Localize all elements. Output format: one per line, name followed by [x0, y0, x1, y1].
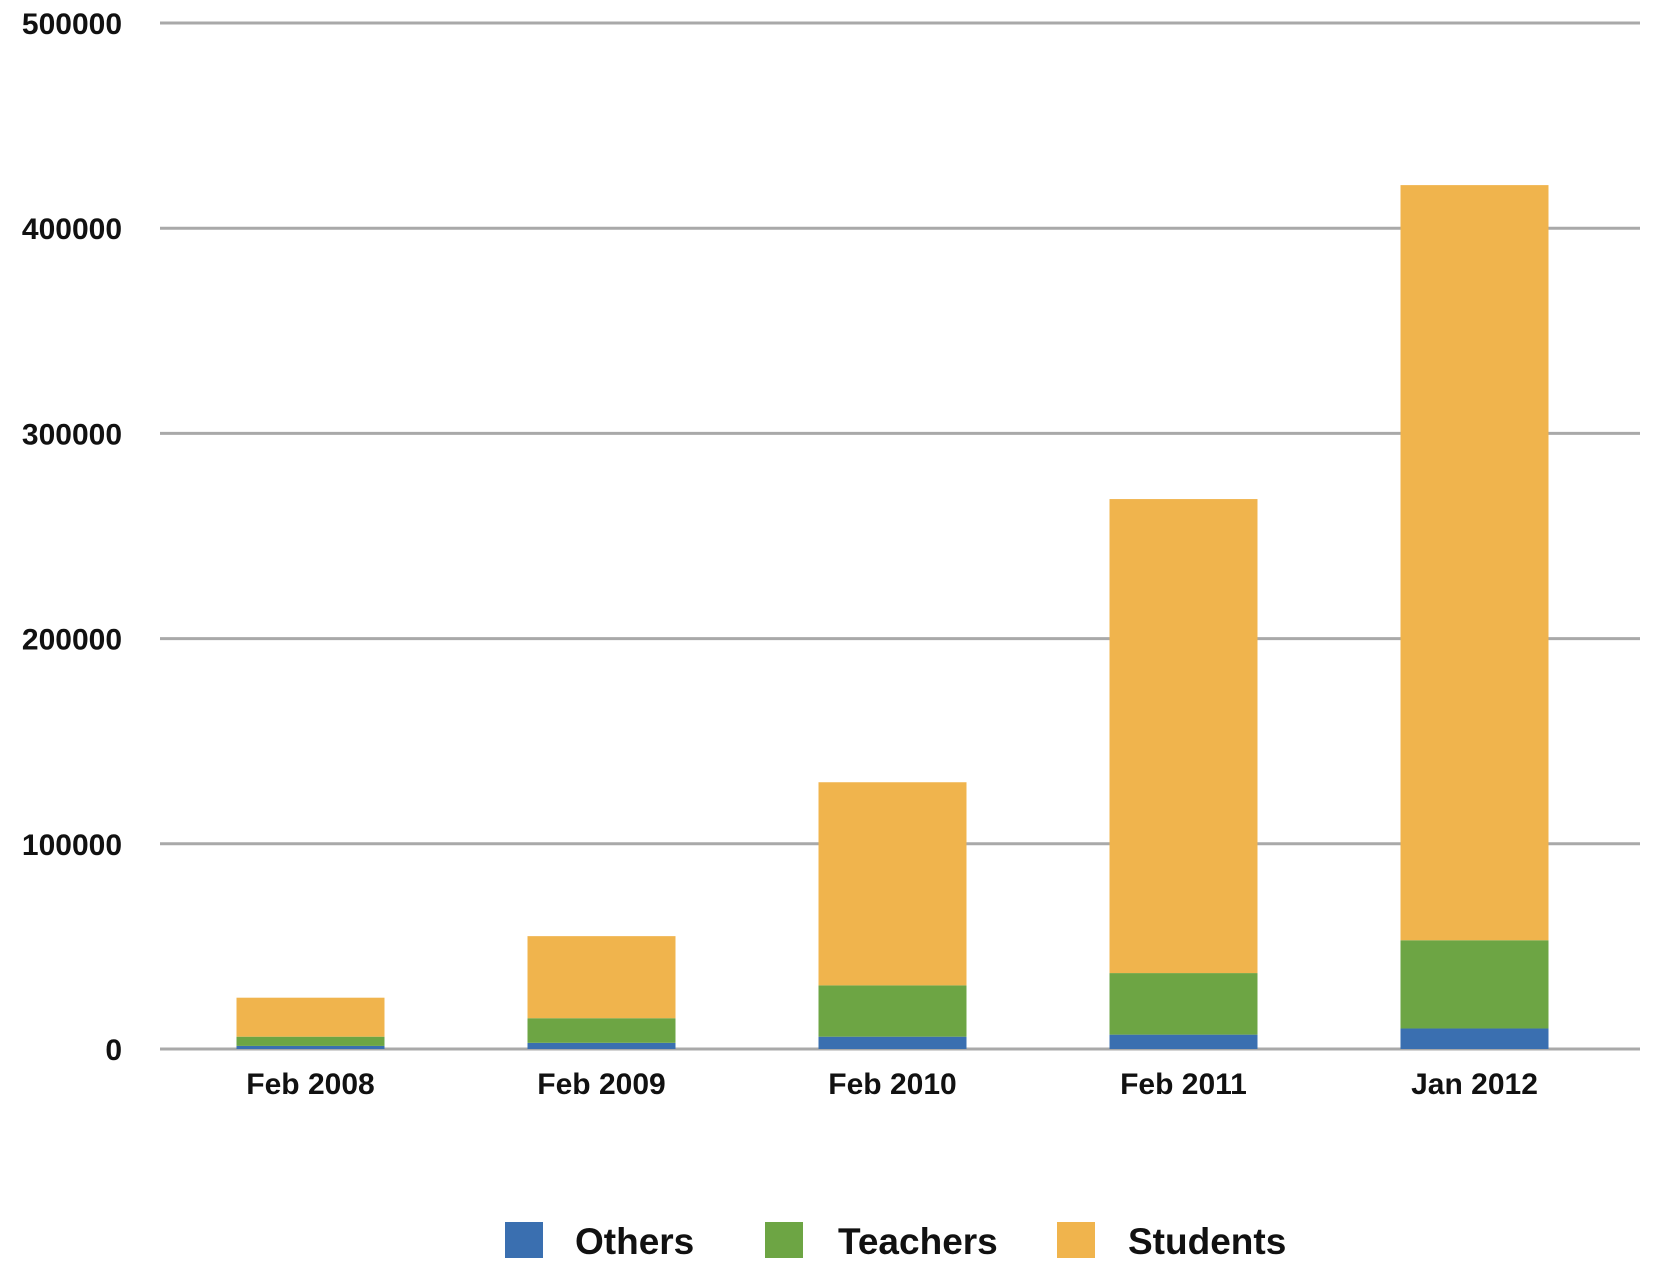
- bar-others-2: [818, 1036, 967, 1049]
- bar-students-4: [1400, 185, 1549, 941]
- bar-students-1: [527, 936, 676, 1019]
- bar-teachers-4: [1400, 940, 1549, 1029]
- bar-others-1: [527, 1042, 676, 1049]
- bars: [236, 185, 1549, 1049]
- legend-swatch-others: [505, 1222, 543, 1258]
- y-tick-label: 500000: [22, 8, 122, 41]
- x-axis-tick-labels: Feb 2008 Feb 2009 Feb 2010 Feb 2011 Jan 2012: [246, 1068, 1538, 1101]
- y-tick-label: 300000: [22, 418, 122, 451]
- legend-label-others: Others: [575, 1221, 694, 1261]
- bar-students-0: [236, 997, 385, 1037]
- y-tick-label: 0: [105, 1034, 122, 1067]
- bar-others-3: [1109, 1034, 1258, 1049]
- bar-teachers-0: [236, 1036, 385, 1046]
- y-tick-label: 200000: [22, 624, 122, 657]
- y-axis-tick-labels: 0 100000 200000 300000 400000 500000: [22, 8, 122, 1067]
- y-tick-label: 100000: [22, 829, 122, 862]
- legend: Others Teachers Students: [505, 1221, 1286, 1261]
- x-tick-label: Feb 2008: [246, 1068, 374, 1101]
- x-tick-label: Feb 2010: [828, 1068, 956, 1101]
- bar-students-3: [1109, 499, 1258, 974]
- bar-students-2: [818, 782, 967, 986]
- bar-teachers-2: [818, 985, 967, 1037]
- bar-others-4: [1400, 1028, 1549, 1049]
- legend-label-students: Students: [1128, 1221, 1286, 1261]
- legend-swatch-teachers: [765, 1222, 803, 1258]
- legend-swatch-students: [1057, 1222, 1095, 1258]
- gridlines: [160, 21, 1640, 1051]
- bar-teachers-3: [1109, 973, 1258, 1035]
- x-tick-label: Feb 2009: [537, 1068, 665, 1101]
- x-tick-label: Jan 2012: [1411, 1068, 1538, 1101]
- bar-others-0: [236, 1045, 385, 1049]
- legend-label-teachers: Teachers: [838, 1221, 998, 1261]
- y-tick-label: 400000: [22, 213, 122, 246]
- bar-teachers-1: [527, 1018, 676, 1043]
- x-tick-label: Feb 2011: [1120, 1068, 1247, 1101]
